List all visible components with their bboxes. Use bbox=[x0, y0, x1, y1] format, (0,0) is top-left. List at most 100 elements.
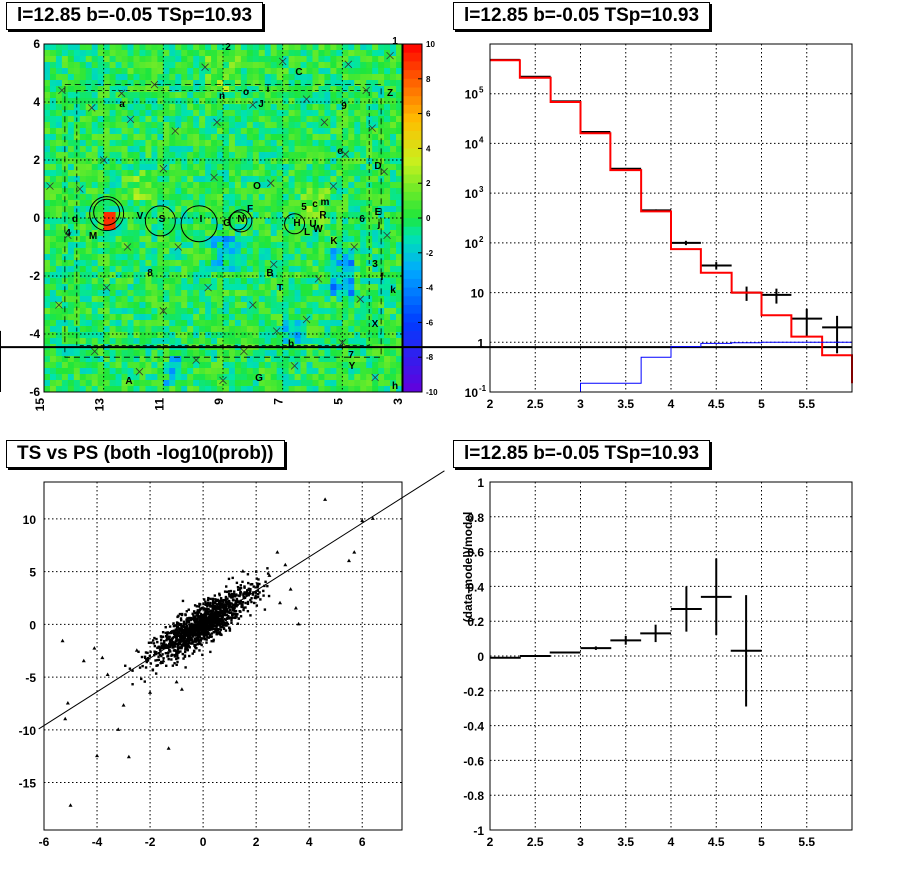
scatter-point bbox=[168, 645, 172, 649]
spectrum-frame bbox=[489, 43, 853, 393]
heatmap-cell bbox=[199, 236, 206, 243]
heatmap-cell bbox=[270, 302, 278, 309]
heatmap-cell bbox=[199, 194, 206, 201]
heatmap-cell bbox=[258, 224, 266, 231]
heatmap-cell bbox=[223, 56, 230, 63]
scatter-point bbox=[232, 616, 235, 619]
heatmap-cell bbox=[390, 140, 397, 147]
heatmap-cell bbox=[246, 62, 254, 69]
heatmap-cell bbox=[85, 236, 93, 243]
heatmap-cell bbox=[187, 218, 194, 225]
heatmap-cell bbox=[91, 314, 99, 321]
scatter-point bbox=[209, 597, 212, 601]
heatmap-cell bbox=[109, 56, 116, 63]
heatmap-cell bbox=[67, 110, 75, 117]
heatmap-cell bbox=[270, 314, 278, 321]
heatmap-cell bbox=[157, 44, 164, 51]
heatmap-cell bbox=[372, 74, 379, 81]
heatmap-cell bbox=[175, 278, 182, 285]
heatmap-cell bbox=[270, 332, 278, 339]
heatmap-cell bbox=[44, 230, 51, 237]
heatmap-cell bbox=[348, 290, 355, 297]
heatmap-cell bbox=[270, 140, 278, 147]
heatmap-cell bbox=[205, 332, 212, 339]
heatmap-cell bbox=[133, 182, 140, 189]
heatmap-cell bbox=[384, 260, 391, 267]
heatmap-cell bbox=[145, 218, 152, 225]
heatmap-cell bbox=[73, 128, 81, 135]
heatmap-cell bbox=[378, 242, 385, 249]
scatter-point bbox=[254, 591, 258, 594]
heatmap-cell bbox=[300, 56, 307, 63]
scatter-point bbox=[171, 637, 174, 640]
heatmap-cell bbox=[270, 104, 278, 111]
heatmap-cell bbox=[115, 116, 122, 123]
heatmap-cell bbox=[211, 182, 218, 189]
heatmap-cell bbox=[163, 236, 170, 243]
heatmap-cell bbox=[103, 332, 111, 339]
heatmap-cell bbox=[228, 62, 236, 69]
heatmap-cell bbox=[133, 248, 140, 255]
heatmap-cell bbox=[312, 284, 319, 291]
heatmap-cell bbox=[169, 302, 176, 309]
heatmap-cell bbox=[270, 194, 278, 201]
heatmap-cell bbox=[336, 350, 343, 357]
heatmap-cell bbox=[67, 146, 75, 153]
heatmap-cell bbox=[240, 260, 248, 267]
heatmap-cell bbox=[282, 332, 290, 339]
scatter-point bbox=[153, 636, 156, 640]
heatmap-cell bbox=[288, 98, 295, 105]
heatmap-cell bbox=[228, 182, 236, 189]
heatmap-cell bbox=[372, 140, 379, 147]
heatmap-cell bbox=[91, 86, 99, 93]
scatter-point bbox=[219, 603, 223, 607]
heatmap-cell bbox=[151, 302, 158, 309]
heatmap-cell bbox=[246, 170, 254, 177]
heatmap-cell bbox=[44, 188, 51, 195]
heatmap-cell bbox=[223, 152, 230, 159]
heatmap-cell bbox=[163, 314, 170, 321]
heatmap-cell bbox=[223, 200, 230, 207]
heatmap-cell bbox=[336, 212, 343, 219]
heatmap-cell bbox=[252, 320, 260, 327]
scatter-point bbox=[191, 624, 195, 627]
heatmap-cell bbox=[324, 176, 331, 183]
heatmap-cell bbox=[288, 74, 295, 81]
heatmap-cell bbox=[44, 362, 51, 369]
heatmap-cell bbox=[44, 158, 51, 165]
heatmap-cell bbox=[103, 176, 111, 183]
heatmap-cell bbox=[181, 116, 188, 123]
heatmap-cell bbox=[312, 254, 319, 261]
heatmap-cell bbox=[205, 74, 212, 81]
heatmap-cell bbox=[175, 182, 182, 189]
heatmap-cell bbox=[73, 68, 81, 75]
heatmap-cell bbox=[85, 284, 93, 291]
heatmap-cell bbox=[127, 44, 134, 51]
heatmap-cell bbox=[49, 194, 57, 201]
heatmap-cell bbox=[228, 362, 236, 369]
heatmap-cell bbox=[127, 374, 134, 381]
heatmap-cell bbox=[67, 158, 75, 165]
heatmap-cell bbox=[306, 308, 313, 315]
heatmap-cell bbox=[294, 320, 301, 327]
heatmap-cell bbox=[360, 224, 367, 231]
heatmap-cell bbox=[390, 386, 397, 393]
scatter-point bbox=[219, 606, 222, 609]
heatmap-cell bbox=[240, 86, 248, 93]
spectrum-xtick-label: 2.5 bbox=[527, 397, 544, 411]
heatmap-cell bbox=[318, 296, 325, 303]
heatmap-xtick-label: 3 bbox=[391, 398, 405, 405]
heatmap-cell bbox=[127, 248, 134, 255]
heatmap-cell bbox=[97, 200, 105, 207]
source-cross bbox=[64, 231, 72, 240]
heatmap-cell bbox=[336, 200, 343, 207]
heatmap-cell bbox=[67, 176, 75, 183]
heatmap-cell bbox=[228, 116, 236, 123]
heatmap-cell bbox=[318, 86, 325, 93]
heatmap-cell bbox=[133, 134, 140, 141]
heatmap-cell bbox=[127, 158, 134, 165]
heatmap-cell bbox=[264, 122, 272, 129]
scatter-point bbox=[199, 607, 202, 610]
heatmap-cell bbox=[300, 74, 307, 81]
scatter-point bbox=[224, 598, 228, 602]
